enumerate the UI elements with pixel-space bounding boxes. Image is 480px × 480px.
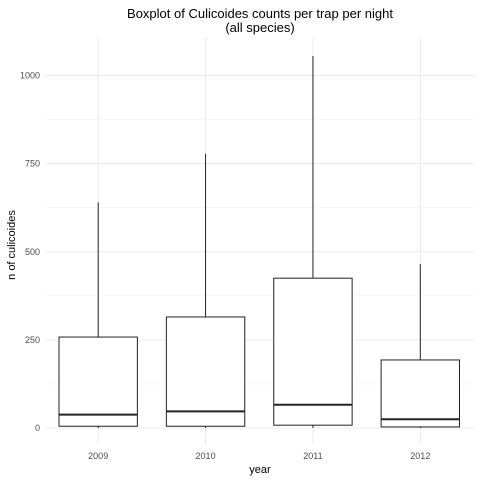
tick-labels: 0 250 500 750 1000 2009 2010 2011 2012 [20, 71, 430, 462]
iqr-box [273, 277, 353, 426]
x-tick-label: 2012 [410, 451, 430, 461]
iqr-box [165, 316, 246, 427]
y-axis-title: n of culicoides [6, 210, 18, 280]
box-2010 [165, 153, 246, 428]
y-tick-label: 750 [25, 159, 40, 169]
x-tick-label: 2011 [303, 451, 322, 461]
y-tick-label: 500 [25, 247, 40, 257]
chart-subtitle: (all species) [225, 20, 294, 35]
iqr-box [58, 336, 138, 427]
iqr-box [380, 359, 461, 428]
box-2009 [58, 202, 138, 428]
y-tick-label: 1000 [20, 71, 40, 81]
x-tick-label: 2009 [88, 451, 108, 461]
y-tick-label: 0 [35, 423, 40, 433]
boxes [58, 56, 461, 428]
box-2012 [380, 264, 461, 428]
x-tick-label: 2010 [196, 451, 216, 461]
x-axis-title: year [249, 464, 271, 476]
box-2011 [273, 56, 353, 428]
chart-title: Boxplot of Culicoides counts per trap pe… [127, 6, 393, 21]
y-tick-label: 250 [25, 335, 40, 345]
